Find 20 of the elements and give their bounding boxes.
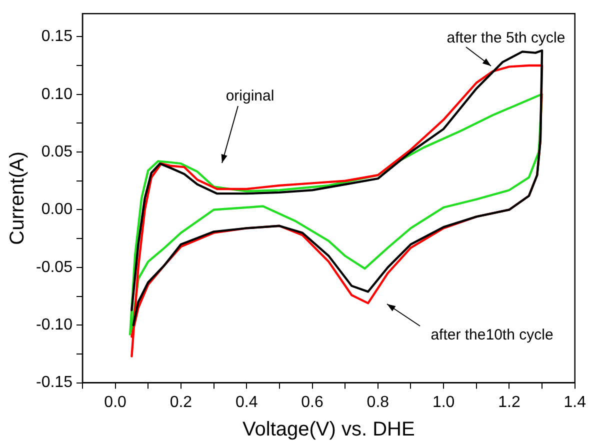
- x-tick-label: 1.4: [564, 394, 586, 411]
- y-axis-title: Current(A): [6, 152, 29, 245]
- y-tick-label: -0.05: [36, 258, 73, 276]
- annotation: after the10th cycle: [430, 326, 554, 344]
- annotation: after the 5th cycle: [446, 30, 566, 46]
- x-tick-label: 0.6: [301, 394, 324, 411]
- y-tick-label: 0.15: [41, 28, 73, 46]
- x-tick-label: 1.0: [432, 394, 455, 411]
- y-tick-label: 0.05: [41, 143, 73, 160]
- y-tick-label: 0.10: [41, 86, 73, 103]
- x-axis-title: Voltage(V) vs. DHE: [242, 418, 415, 441]
- x-tick-label: 0.4: [235, 394, 258, 411]
- x-tick-label: 0.0: [104, 394, 127, 411]
- x-tick-label: 1.2: [498, 394, 520, 411]
- y-tick-label: -0.15: [36, 374, 73, 392]
- y-tick-label: -0.10: [36, 316, 73, 334]
- x-tick-label: 0.8: [366, 394, 390, 411]
- annotation: original: [226, 88, 274, 104]
- y-tick-label: 0.00: [41, 201, 73, 218]
- x-tick-label: 0.2: [170, 394, 192, 411]
